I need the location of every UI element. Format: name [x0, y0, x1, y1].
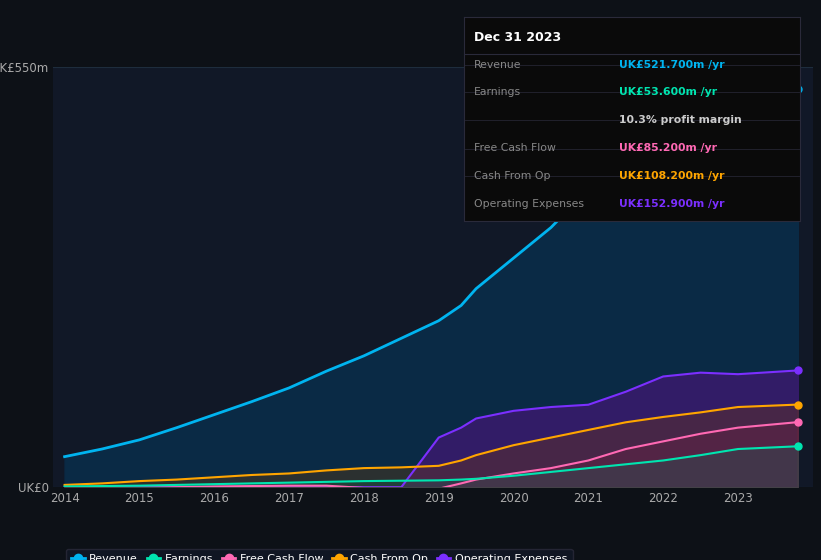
Text: 10.3% profit margin: 10.3% profit margin — [619, 115, 741, 125]
Text: Dec 31 2023: Dec 31 2023 — [474, 31, 561, 44]
Text: Cash From Op: Cash From Op — [474, 171, 550, 181]
Text: UK£521.700m /yr: UK£521.700m /yr — [619, 60, 724, 70]
Text: UK£53.600m /yr: UK£53.600m /yr — [619, 87, 717, 97]
Text: Operating Expenses: Operating Expenses — [474, 199, 584, 209]
Text: UK£85.200m /yr: UK£85.200m /yr — [619, 142, 717, 152]
Legend: Revenue, Earnings, Free Cash Flow, Cash From Op, Operating Expenses: Revenue, Earnings, Free Cash Flow, Cash … — [66, 549, 572, 560]
Text: Earnings: Earnings — [474, 87, 521, 97]
Text: UK£152.900m /yr: UK£152.900m /yr — [619, 199, 724, 209]
Text: Free Cash Flow: Free Cash Flow — [474, 142, 556, 152]
Text: UK£108.200m /yr: UK£108.200m /yr — [619, 171, 724, 181]
Text: Revenue: Revenue — [474, 60, 521, 70]
